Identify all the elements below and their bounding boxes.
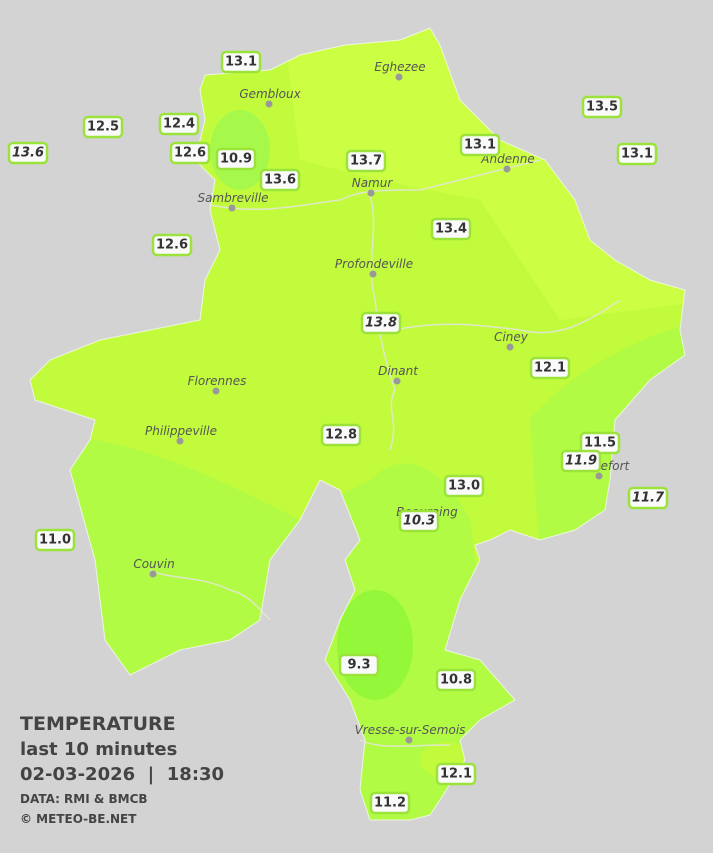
city-dot bbox=[176, 437, 184, 445]
legend-period: last 10 minutes bbox=[20, 739, 177, 760]
station-box bbox=[320, 423, 362, 447]
station-value: 12.1 bbox=[440, 767, 472, 782]
city-dot bbox=[595, 472, 603, 480]
station-box bbox=[627, 486, 669, 510]
legend-datetime: 02-03-2026 | 18:30 bbox=[20, 764, 224, 785]
city-label: Gembloux bbox=[239, 87, 301, 101]
station-value: 13.6 bbox=[12, 146, 44, 161]
station-value: 10.9 bbox=[220, 152, 252, 167]
station-value: 13.1 bbox=[464, 138, 496, 153]
station-box bbox=[435, 668, 477, 692]
city-label: Vresse-sur-Semois bbox=[355, 723, 466, 737]
station-box bbox=[443, 474, 485, 498]
legend-title: TEMPERATURE bbox=[20, 713, 176, 735]
station-box bbox=[158, 112, 200, 136]
station-value: 12.4 bbox=[163, 117, 195, 132]
city-dot bbox=[369, 270, 377, 278]
station-value: 12.1 bbox=[534, 361, 566, 376]
station-layer: 13.1 12.5 12.4 13.6 12.6 10.9 13.6 13.7 13.1 13.5… bbox=[7, 50, 669, 815]
station-value: 11.5 bbox=[584, 436, 616, 451]
station-box bbox=[581, 95, 623, 119]
city-label: Sambreville bbox=[197, 191, 268, 205]
station-value: 9.3 bbox=[347, 658, 370, 673]
city-label: Profondeville bbox=[335, 257, 413, 271]
station-value: 13.1 bbox=[225, 55, 257, 70]
city-dot bbox=[503, 165, 511, 173]
station-box bbox=[398, 509, 440, 533]
station-box bbox=[369, 791, 411, 815]
station-box bbox=[215, 147, 257, 171]
station-value: 13.4 bbox=[435, 222, 467, 237]
station-value: 12.6 bbox=[174, 146, 206, 161]
city-dot bbox=[265, 100, 273, 108]
station-value: 10.8 bbox=[440, 673, 472, 688]
station-value: 11.7 bbox=[632, 491, 665, 506]
station-box bbox=[430, 217, 472, 241]
station-box bbox=[529, 356, 571, 380]
station-value: 13.5 bbox=[586, 100, 618, 115]
station-value: 13.7 bbox=[350, 154, 382, 169]
station-box bbox=[169, 141, 211, 165]
station-box bbox=[82, 115, 124, 139]
station-value: 12.5 bbox=[87, 120, 119, 135]
city-label: Philippeville bbox=[145, 424, 217, 438]
city-dot bbox=[506, 343, 514, 351]
city-dot bbox=[393, 377, 401, 385]
station-box bbox=[259, 168, 301, 192]
zone bbox=[337, 590, 413, 700]
city-dot bbox=[212, 387, 220, 395]
legend-source: DATA: RMI & BMCB bbox=[20, 792, 148, 806]
city-dot bbox=[367, 189, 375, 197]
station-value: 12.8 bbox=[325, 428, 357, 443]
legend-copyright: © METEO-BE.NET bbox=[20, 812, 137, 826]
station-box bbox=[34, 528, 76, 552]
city-label: Ciney bbox=[494, 330, 529, 344]
station-box bbox=[220, 50, 262, 74]
station-value: 13.8 bbox=[365, 316, 397, 331]
station-value: 11.0 bbox=[39, 533, 71, 548]
station-box bbox=[151, 233, 193, 257]
station-box bbox=[360, 311, 402, 335]
station-value: 13.0 bbox=[448, 479, 480, 494]
station-value: 13.6 bbox=[264, 173, 296, 188]
city-label: Florennes bbox=[188, 374, 247, 388]
city-label: Namur bbox=[352, 176, 394, 190]
city-dot bbox=[395, 73, 403, 81]
station-box bbox=[435, 762, 477, 786]
station-box bbox=[7, 141, 49, 165]
station-value: 13.1 bbox=[621, 147, 653, 162]
station-value: 12.6 bbox=[156, 238, 188, 253]
city-dot bbox=[405, 736, 413, 744]
station-value: 10.3 bbox=[403, 514, 435, 529]
station-box bbox=[616, 142, 658, 166]
city-label: Eghezee bbox=[374, 60, 425, 74]
station-box bbox=[338, 653, 380, 677]
station-value: 11.9 bbox=[565, 454, 597, 469]
city-dot bbox=[149, 570, 157, 578]
city-label: Dinant bbox=[378, 364, 419, 378]
station-value: 11.2 bbox=[374, 796, 406, 811]
city-label: Couvin bbox=[133, 557, 174, 571]
station-box bbox=[459, 133, 501, 157]
station-box bbox=[560, 449, 602, 473]
city-dot bbox=[228, 204, 236, 212]
station-box bbox=[345, 149, 387, 173]
